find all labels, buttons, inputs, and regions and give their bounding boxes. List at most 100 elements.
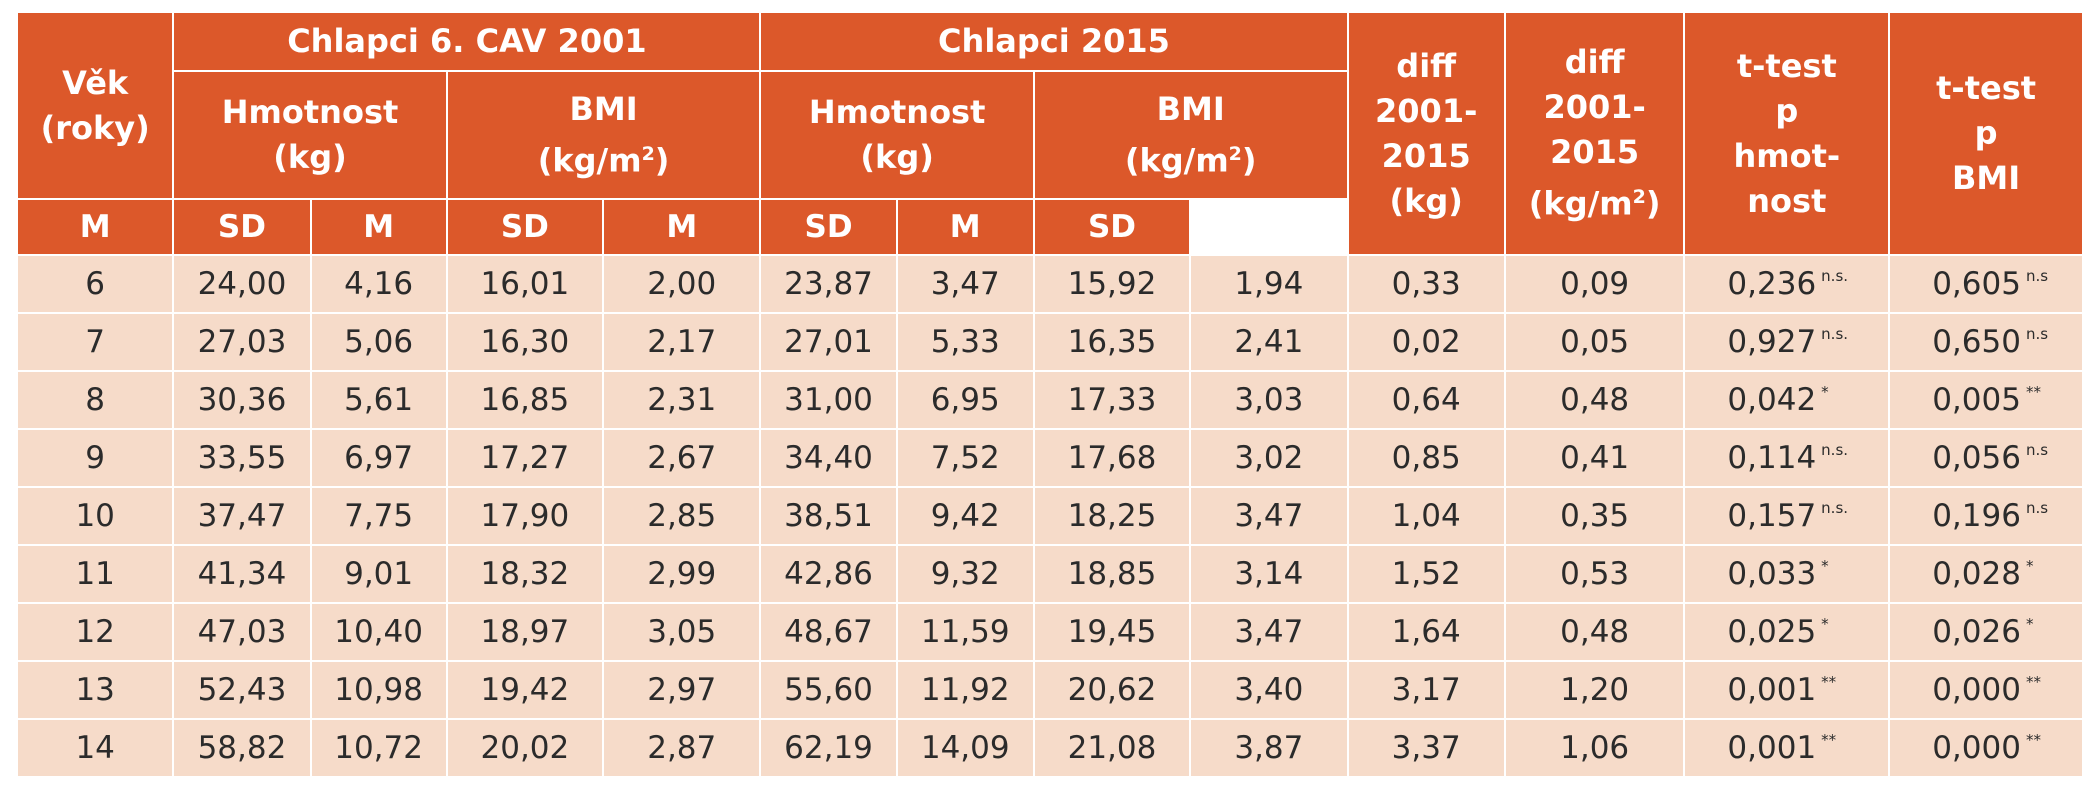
age-header-label: Věk [62,63,129,102]
weight-2001-mean-cell: 33,55 [172,428,312,488]
bmi-2001-header: BMI (kg/m2) [445,70,762,200]
table-row: 8 30,36 5,61 16,85 2,31 31,00 6,95 17,33 3,03 0,6… [15,370,2084,430]
diff-kg-header: diff 2001- 2015 (kg) [1346,11,1506,256]
diff-bmi-cell: 0,41 [1503,428,1686,488]
weight-2001-sd-cell: 10,98 [309,660,448,720]
diff-kg-cell: 0,33 [1346,254,1506,314]
bmi-2001-unit-post: ) [654,141,670,180]
diff-bmi-header-line1: diff [1564,43,1625,82]
significance-marker: ** [2025,383,2041,401]
table-row: 9 33,55 6,97 17,27 2,67 34,40 7,52 17,68 3,02 0,8… [15,428,2084,488]
age-cell: 8 [15,370,175,430]
significance-marker: n.s. [1821,441,1849,459]
bmi-2015-sd-cell: 3,03 [1189,370,1349,430]
weight-2015-sd-cell: 9,42 [895,486,1035,546]
weight-2015-sd-cell: 7,52 [895,428,1035,488]
diff-kg-cell: 1,04 [1346,486,1506,546]
p-weight-cell: 0,927 n.s. [1683,312,1891,372]
p-bmi-cell: 0,056 n.s [1888,428,2084,488]
significance-marker: n.s [2025,499,2049,517]
significance-marker: * [1821,383,1829,401]
weight-2001-mean-cell: 58,82 [172,718,312,778]
table-row: 14 58,82 10,72 20,02 2,87 62,19 14,09 21,08 3,87… [15,718,2084,778]
weight-2015-sd-cell: 14,09 [895,718,1035,778]
bmi-2001-sd-cell: 2,31 [602,370,762,430]
group-2015-header: Chlapci 2015 [759,11,1349,72]
p-value: 0,157 [1727,498,1817,534]
weight-2015-mean-cell: 48,67 [759,602,898,662]
weight-2015-mean-cell: 55,60 [759,660,898,720]
p-value: 0,028 [1932,556,2021,592]
bmi-2001-mean-cell: 16,85 [445,370,605,430]
diff-kg-cell: 3,17 [1346,660,1506,720]
mean-header: M [309,198,448,256]
bmi-2015-header: BMI (kg/m2) [1032,70,1349,200]
bmi-2001-sd-cell: 2,97 [602,660,762,720]
weight-2015-sd-cell: 11,92 [895,660,1035,720]
bmi-2001-unit-exp: 2 [641,142,655,165]
bmi-2001-label: BMI [569,89,638,128]
p-bmi-cell: 0,650 n.s [1888,312,2084,372]
header-row-measures: Hmotnost (kg) BMI (kg/m2) Hmotnost (kg) BMI… [17,70,2083,200]
diff-kg-cell: 0,64 [1346,370,1506,430]
diff-bmi-cell: 1,06 [1503,718,1686,778]
bmi-2015-sd-cell: 2,41 [1189,312,1349,372]
ttest-bmi-header-line2: p [1974,114,1998,152]
bmi-2015-mean-cell: 18,25 [1032,486,1192,546]
significance-marker: n.s [2025,441,2049,459]
weight-2001-sd-cell: 5,06 [309,312,448,372]
age-cell: 10 [15,486,175,546]
sd-header: SD [172,198,312,256]
weight-2015-sd-cell: 9,32 [895,544,1035,604]
ttest-weight-header-line4: nost [1747,181,1827,220]
mean-header: M [895,198,1035,256]
bmi-2015-unit-post: ) [1241,141,1257,180]
weight-2015-sd-cell: 3,47 [895,254,1035,314]
bmi-2001-mean-cell: 17,90 [445,486,605,546]
significance-marker: n.s. [1821,325,1849,343]
bmi-2001-sd-cell: 2,67 [602,428,762,488]
header-row-stats: M SD M SD M SD M SD [15,198,2083,256]
bmi-2001-mean-cell: 18,97 [445,602,605,662]
age-header-unit: (roky) [40,108,150,147]
p-weight-cell: 0,033 * [1683,544,1891,604]
table-header: Věk (roky) Chlapci 6. CAV 2001 Chlapci 20… [15,11,2084,256]
bmi-2001-mean-cell: 19,42 [445,660,605,720]
mean-header: M [15,198,175,256]
weight-2001-sd-cell: 10,72 [309,718,448,778]
statistics-table: Věk (roky) Chlapci 6. CAV 2001 Chlapci 20… [15,11,2084,778]
age-cell: 7 [15,312,175,372]
bmi-2015-mean-cell: 20,62 [1032,660,1192,720]
weight-2001-mean-cell: 27,03 [172,312,312,372]
bmi-2001-mean-cell: 20,02 [445,718,605,778]
ttest-weight-header-line2: p [1775,91,1799,130]
significance-marker: n.s. [1821,499,1849,517]
age-cell: 9 [15,428,175,488]
age-cell: 12 [15,602,175,662]
bmi-2001-sd-cell: 2,00 [602,254,762,314]
p-bmi-cell: 0,000 ** [1888,718,2084,778]
p-bmi-cell: 0,000 ** [1888,660,2084,720]
age-cell: 6 [15,254,175,314]
diff-bmi-cell: 0,53 [1503,544,1686,604]
diff-kg-cell: 0,02 [1346,312,1506,372]
bmi-2001-sd-cell: 2,17 [602,312,762,372]
diff-bmi-unit-post: ) [1645,184,1661,223]
weight-2015-mean-cell: 38,51 [759,486,898,546]
table-row: 7 27,03 5,06 16,30 2,17 27,01 5,33 16,35 2,41 0,0… [15,312,2084,372]
p-value: 0,000 [1932,672,2021,708]
weight-2015-sd-cell: 5,33 [895,312,1035,372]
p-value: 0,026 [1932,614,2021,650]
weight-2001-unit: (kg) [273,138,347,176]
significance-marker: ** [1821,673,1837,691]
weight-2001-sd-cell: 10,40 [309,602,448,662]
p-weight-cell: 0,001 ** [1683,660,1891,720]
diff-bmi-header-line2: 2001- [1543,88,1646,127]
bmi-2015-sd-cell: 3,47 [1189,602,1349,662]
bmi-2015-mean-cell: 17,33 [1032,370,1192,430]
age-header: Věk (roky) [15,11,175,200]
weight-2001-mean-cell: 30,36 [172,370,312,430]
significance-marker: * [1821,557,1829,575]
bmi-2015-sd-cell: 1,94 [1189,254,1349,314]
bmi-2015-mean-cell: 16,35 [1032,312,1192,372]
